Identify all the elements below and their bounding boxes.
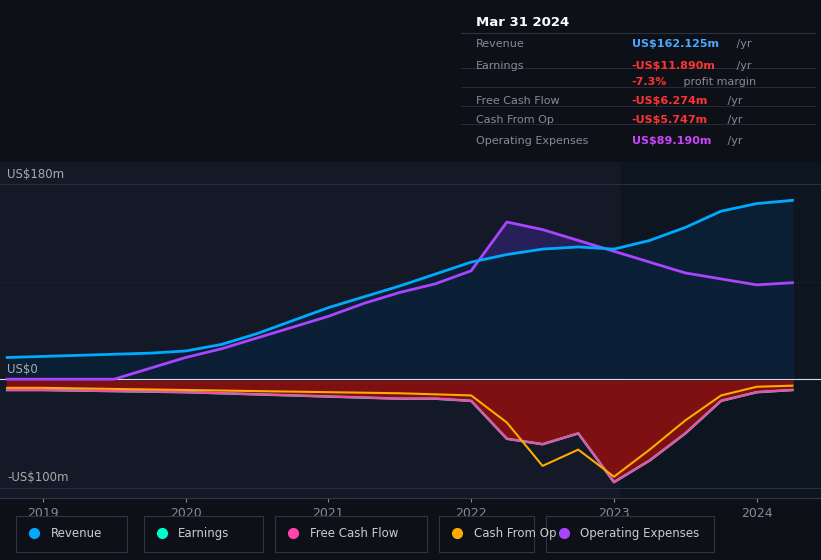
Text: Free Cash Flow: Free Cash Flow (310, 527, 398, 540)
Text: Cash From Op: Cash From Op (475, 115, 553, 125)
Text: US$0: US$0 (7, 363, 38, 376)
Text: /yr: /yr (724, 136, 742, 146)
Text: US$180m: US$180m (7, 168, 64, 181)
Text: Mar 31 2024: Mar 31 2024 (475, 16, 569, 29)
Text: /yr: /yr (724, 115, 742, 125)
Text: US$89.190m: US$89.190m (631, 136, 711, 146)
Text: /yr: /yr (732, 39, 751, 49)
Text: -US$100m: -US$100m (7, 472, 69, 484)
Text: Free Cash Flow: Free Cash Flow (475, 96, 559, 106)
Bar (621, 162, 821, 498)
Text: Revenue: Revenue (475, 39, 525, 49)
Text: -US$11.890m: -US$11.890m (631, 62, 716, 71)
Text: Operating Expenses: Operating Expenses (580, 527, 699, 540)
Text: /yr: /yr (724, 96, 742, 106)
Text: profit margin: profit margin (680, 77, 755, 87)
Text: -7.3%: -7.3% (631, 77, 667, 87)
Text: /yr: /yr (732, 62, 751, 71)
Text: Earnings: Earnings (475, 62, 524, 71)
Text: Earnings: Earnings (178, 527, 230, 540)
Text: Operating Expenses: Operating Expenses (475, 136, 588, 146)
Text: US$162.125m: US$162.125m (631, 39, 718, 49)
Text: Cash From Op: Cash From Op (474, 527, 556, 540)
Text: -US$6.274m: -US$6.274m (631, 96, 708, 106)
Text: Revenue: Revenue (51, 527, 103, 540)
Text: -US$5.747m: -US$5.747m (631, 115, 708, 125)
